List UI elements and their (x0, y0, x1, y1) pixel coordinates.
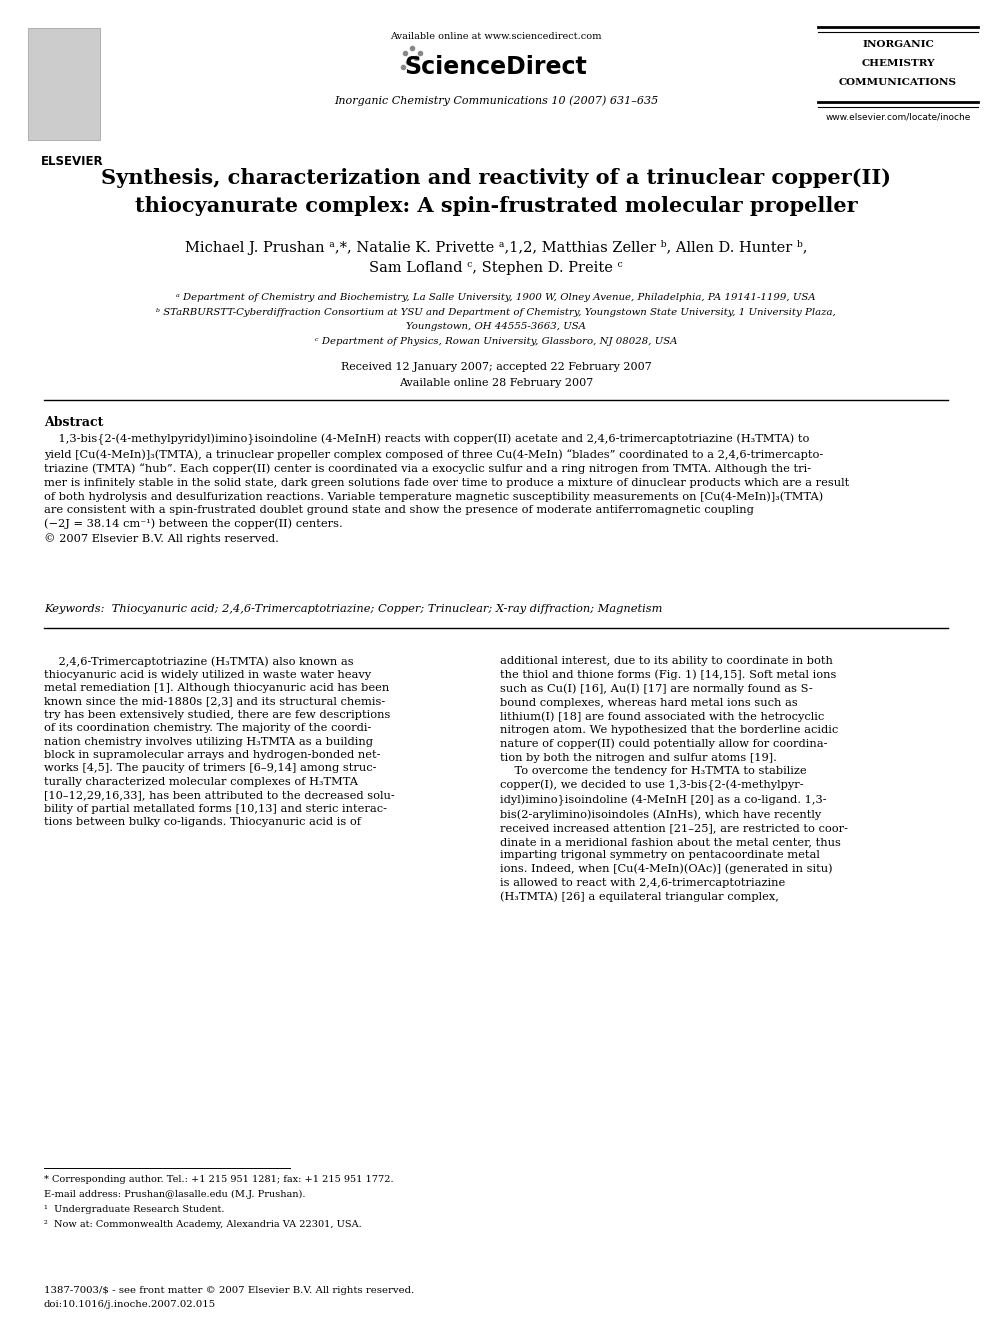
Text: Sam Lofland ᶜ, Stephen D. Preite ᶜ: Sam Lofland ᶜ, Stephen D. Preite ᶜ (369, 261, 623, 275)
Text: Available online at www.sciencedirect.com: Available online at www.sciencedirect.co… (390, 32, 602, 41)
Text: Youngstown, OH 44555-3663, USA: Youngstown, OH 44555-3663, USA (406, 321, 586, 331)
Text: Abstract: Abstract (44, 415, 103, 429)
Text: Inorganic Chemistry Communications 10 (2007) 631–635: Inorganic Chemistry Communications 10 (2… (334, 95, 658, 106)
Text: ᵃ Department of Chemistry and Biochemistry, La Salle University, 1900 W, Olney A: ᵃ Department of Chemistry and Biochemist… (177, 292, 815, 302)
Text: doi:10.1016/j.inoche.2007.02.015: doi:10.1016/j.inoche.2007.02.015 (44, 1301, 216, 1308)
Text: ELSEVIER: ELSEVIER (41, 155, 103, 168)
Text: 2,4,6-Trimercaptotriazine (H₃TMTA) also known as
thiocyanuric acid is widely uti: 2,4,6-Trimercaptotriazine (H₃TMTA) also … (44, 656, 395, 827)
Text: thiocyanurate complex: A spin-frustrated molecular propeller: thiocyanurate complex: A spin-frustrated… (135, 196, 857, 216)
Text: ScienceDirect: ScienceDirect (405, 56, 587, 79)
Text: COMMUNICATIONS: COMMUNICATIONS (839, 78, 957, 87)
Text: 1387-7003/$ - see front matter © 2007 Elsevier B.V. All rights reserved.: 1387-7003/$ - see front matter © 2007 El… (44, 1286, 415, 1295)
Text: ¹  Undergraduate Research Student.: ¹ Undergraduate Research Student. (44, 1205, 224, 1215)
Text: * Corresponding author. Tel.: +1 215 951 1281; fax: +1 215 951 1772.: * Corresponding author. Tel.: +1 215 951… (44, 1175, 394, 1184)
Text: ᵇ STaRBURSTT-Cyberdiffraction Consortium at YSU and Department of Chemistry, You: ᵇ STaRBURSTT-Cyberdiffraction Consortium… (156, 308, 836, 318)
Text: additional interest, due to its ability to coordinate in both
the thiol and thio: additional interest, due to its ability … (500, 656, 848, 902)
Text: INORGANIC: INORGANIC (862, 40, 933, 49)
Text: Available online 28 February 2007: Available online 28 February 2007 (399, 378, 593, 388)
Text: Received 12 January 2007; accepted 22 February 2007: Received 12 January 2007; accepted 22 Fe… (340, 363, 652, 372)
Text: ²  Now at: Commonwealth Academy, Alexandria VA 22301, USA.: ² Now at: Commonwealth Academy, Alexandr… (44, 1220, 362, 1229)
Text: CHEMISTRY: CHEMISTRY (861, 60, 934, 67)
Text: 1,3-bis{2-(4-methylpyridyl)imino}isoindoline (4-MeInH) reacts with copper(II) ac: 1,3-bis{2-(4-methylpyridyl)imino}isoindo… (44, 434, 849, 544)
Text: Synthesis, characterization and reactivity of a trinuclear copper(II): Synthesis, characterization and reactivi… (101, 168, 891, 188)
Text: E-mail address: Prushan@lasalle.edu (M.J. Prushan).: E-mail address: Prushan@lasalle.edu (M.J… (44, 1189, 306, 1199)
Text: ᶜ Department of Physics, Rowan University, Glassboro, NJ 08028, USA: ᶜ Department of Physics, Rowan Universit… (314, 337, 678, 347)
Text: Keywords:  Thiocyanuric acid; 2,4,6-Trimercaptotriazine; Copper; Trinuclear; X-r: Keywords: Thiocyanuric acid; 2,4,6-Trime… (44, 605, 663, 614)
Text: www.elsevier.com/locate/inoche: www.elsevier.com/locate/inoche (825, 112, 971, 122)
Bar (28, 28, 100, 140)
Text: Michael J. Prushan ᵃ,*, Natalie K. Privette ᵃ,1,2, Matthias Zeller ᵇ, Allen D. H: Michael J. Prushan ᵃ,*, Natalie K. Prive… (185, 239, 807, 255)
